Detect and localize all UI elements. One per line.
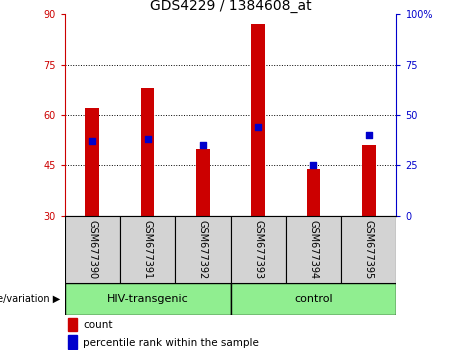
Text: GSM677391: GSM677391 (142, 220, 153, 279)
Point (365, 132, 372, 138)
Bar (65, 216, 120, 283)
Title: GDS4229 / 1384608_at: GDS4229 / 1384608_at (150, 0, 311, 13)
Text: genotype/variation ▶: genotype/variation ▶ (0, 294, 60, 304)
Bar (68, 335, 77, 349)
Bar (85, 108, 99, 216)
Point (310, 163, 317, 169)
Text: HIV-transgenic: HIV-transgenic (106, 294, 189, 304)
Bar (175, 216, 230, 283)
Text: percentile rank within the sample: percentile rank within the sample (83, 338, 260, 348)
Text: count: count (83, 320, 113, 330)
Bar (68, 318, 77, 331)
Bar (362, 145, 376, 216)
Bar (286, 216, 341, 283)
Bar (196, 149, 210, 216)
Point (254, 124, 262, 130)
Text: GSM677392: GSM677392 (198, 220, 208, 279)
Bar (251, 24, 265, 216)
Text: GSM677390: GSM677390 (87, 220, 97, 279)
Text: GSM677393: GSM677393 (253, 220, 263, 279)
Bar (230, 283, 396, 315)
Bar (65, 283, 230, 315)
Bar (341, 216, 396, 283)
Bar (307, 169, 320, 216)
Point (144, 136, 151, 142)
Bar (141, 88, 154, 216)
Point (89, 138, 96, 144)
Bar (120, 216, 175, 283)
Text: GSM677395: GSM677395 (364, 220, 374, 279)
Point (199, 142, 207, 148)
Text: GSM677394: GSM677394 (308, 220, 319, 279)
Text: control: control (294, 294, 333, 304)
Bar (230, 216, 286, 283)
